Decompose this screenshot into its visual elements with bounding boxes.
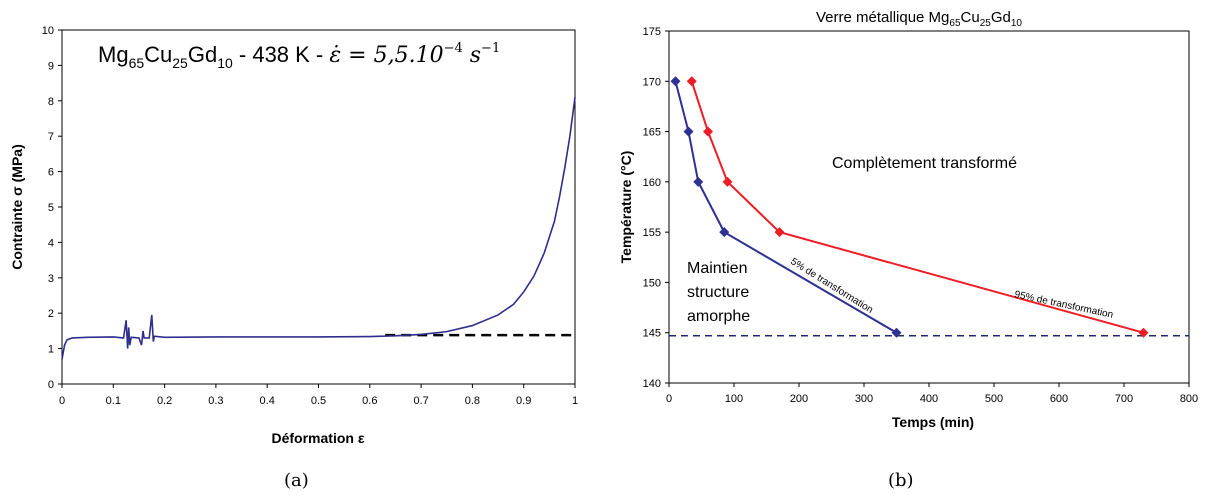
marker-series-1-point-0 <box>686 76 697 87</box>
x-tick-label-a-6: 0.6 <box>362 395 377 407</box>
chart-title-a: Mg65Cu25Gd10 - 438 K - ε̇ = 5,5.10−4 s−1 <box>98 41 500 71</box>
annotation-complete: Complètement transformé <box>832 155 1017 172</box>
panel-label-a: (a) <box>284 470 309 491</box>
x-tick-label-b-4: 400 <box>920 393 938 405</box>
title-b-main: Verre métallique Mg <box>816 9 949 26</box>
plot-area-a <box>61 29 576 385</box>
x-tick-label-a-8: 0.8 <box>465 395 480 407</box>
chart-title-b: Verre métallique Mg65Cu25Gd10 <box>816 9 1022 29</box>
marker-series-1-point-4 <box>1138 327 1149 338</box>
x-tick-label-b-5: 500 <box>985 393 1003 405</box>
title-b-gd: Gd <box>991 9 1011 26</box>
y-axis-label-b: Température (°C) <box>618 151 634 264</box>
x-tick-label-b-8: 800 <box>1180 393 1198 405</box>
y-tick-label-b-2: 150 <box>643 277 661 289</box>
series-label-5pct: 5% de transformation <box>788 256 874 316</box>
title-a-rest: - 438 K - <box>233 42 330 67</box>
y-tick-label-b-6: 170 <box>643 76 661 88</box>
y-axis-label-a: Contrainte σ (MPa) <box>9 144 25 269</box>
x-tick-label-a-2: 0.2 <box>157 395 172 407</box>
y-tick-label-a-7: 7 <box>48 131 54 143</box>
y-ticks-a: 0 1 2 3 4 5 6 7 8 9 10 <box>42 25 62 391</box>
y-tick-label-a-0: 0 <box>48 379 54 391</box>
x-axis-label-a: Déformation ε <box>272 430 365 446</box>
x-ticks-b: 0 100 200 300 400 500 600 700 800 <box>666 383 1198 405</box>
title-a-exp: −4 <box>444 41 463 56</box>
title-a-cu: Cu <box>144 42 172 67</box>
x-ticks-a: 0 0.1 0.2 0.3 0.4 0.5 0.6 0.7 0.8 0.9 1 <box>59 384 578 407</box>
marker-series-1-point-1 <box>703 126 713 137</box>
x-tick-label-a-0: 0 <box>59 395 65 407</box>
y-tick-label-b-4: 160 <box>643 177 661 189</box>
title-a-sub1: 65 <box>129 55 145 71</box>
y-tick-label-a-10: 10 <box>42 25 54 37</box>
y-tick-label-b-7: 175 <box>643 26 661 38</box>
title-b-sub1: 65 <box>949 18 961 29</box>
annotation-maintain-1: Maintien <box>687 260 747 277</box>
series-line-a <box>61 97 576 360</box>
y-tick-label-b-0: 140 <box>643 378 661 390</box>
x-tick-label-a-4: 0.4 <box>260 395 275 407</box>
series-label-95pct: 95% de transformation <box>1013 289 1114 321</box>
x-tick-label-b-1: 100 <box>725 393 743 405</box>
marker-series-0-point-4 <box>891 327 902 338</box>
plot-area-b <box>668 30 1190 384</box>
y-tick-label-a-8: 8 <box>48 96 54 108</box>
y-tick-label-b-3: 155 <box>643 227 661 239</box>
x-tick-label-a-1: 0.1 <box>106 395 121 407</box>
title-a-sub3: 10 <box>217 55 233 71</box>
x-tick-label-b-7: 700 <box>1115 393 1133 405</box>
title-a-gd: Gd <box>188 42 217 67</box>
y-tick-label-a-1: 1 <box>48 344 54 356</box>
annotation-maintain-2: structure <box>687 284 749 301</box>
y-tick-label-b-5: 165 <box>643 127 661 139</box>
title-a-unit: s <box>463 43 481 68</box>
marker-series-1-point-2 <box>722 176 733 187</box>
y-tick-label-a-6: 6 <box>48 167 54 179</box>
marker-series-0-point-0 <box>670 76 681 87</box>
annotation-maintain-3: amorphe <box>687 308 750 325</box>
y-tick-label-a-3: 3 <box>48 273 54 285</box>
series-line-95pct <box>690 80 1144 334</box>
x-tick-label-a-5: 0.5 <box>311 395 326 407</box>
title-a-mg: Mg <box>98 42 129 67</box>
title-b-sub3: 10 <box>1011 18 1023 29</box>
marker-series-0-point-2 <box>693 176 704 187</box>
y-tick-label-a-2: 2 <box>48 308 54 320</box>
title-a-sub2: 25 <box>172 55 188 71</box>
title-a-unit-exp: −1 <box>481 41 500 56</box>
x-tick-label-b-6: 600 <box>1050 393 1068 405</box>
marker-series-0-point-1 <box>683 126 694 137</box>
x-tick-label-a-3: 0.3 <box>208 395 223 407</box>
y-tick-label-a-9: 9 <box>48 60 54 72</box>
title-b-sub2: 25 <box>980 18 992 29</box>
title-b-cu: Cu <box>961 9 980 26</box>
markers-b <box>670 76 1149 338</box>
x-tick-label-a-10: 1 <box>572 395 578 407</box>
marker-series-1-point-3 <box>774 227 785 238</box>
y-tick-label-a-4: 4 <box>48 237 54 249</box>
x-tick-label-a-9: 0.9 <box>516 395 531 407</box>
chart-b: 140 145 150 155 160 165 170 175 0 100 200 300 400 50… <box>618 9 1198 430</box>
x-tick-label-b-2: 200 <box>790 393 808 405</box>
panel-label-b: (b) <box>888 470 914 491</box>
chart-a: 0 1 2 3 4 5 6 7 8 9 10 0 0.1 0.2 0.3 0.4 0.5 0.6 0.7 0.8 0.… <box>9 25 578 446</box>
x-tick-label-a-7: 0.7 <box>413 395 428 407</box>
y-tick-label-a-5: 5 <box>48 202 54 214</box>
marker-series-0-point-3 <box>719 227 730 238</box>
x-tick-label-b-3: 300 <box>855 393 873 405</box>
y-ticks-b: 140 145 150 155 160 165 170 175 <box>643 26 669 390</box>
x-axis-label-b: Temps (min) <box>892 414 974 430</box>
y-tick-label-b-1: 145 <box>643 328 661 340</box>
title-a-rate: ε̇ = 5,5.10 <box>329 43 443 68</box>
x-tick-label-b-0: 0 <box>666 393 672 405</box>
